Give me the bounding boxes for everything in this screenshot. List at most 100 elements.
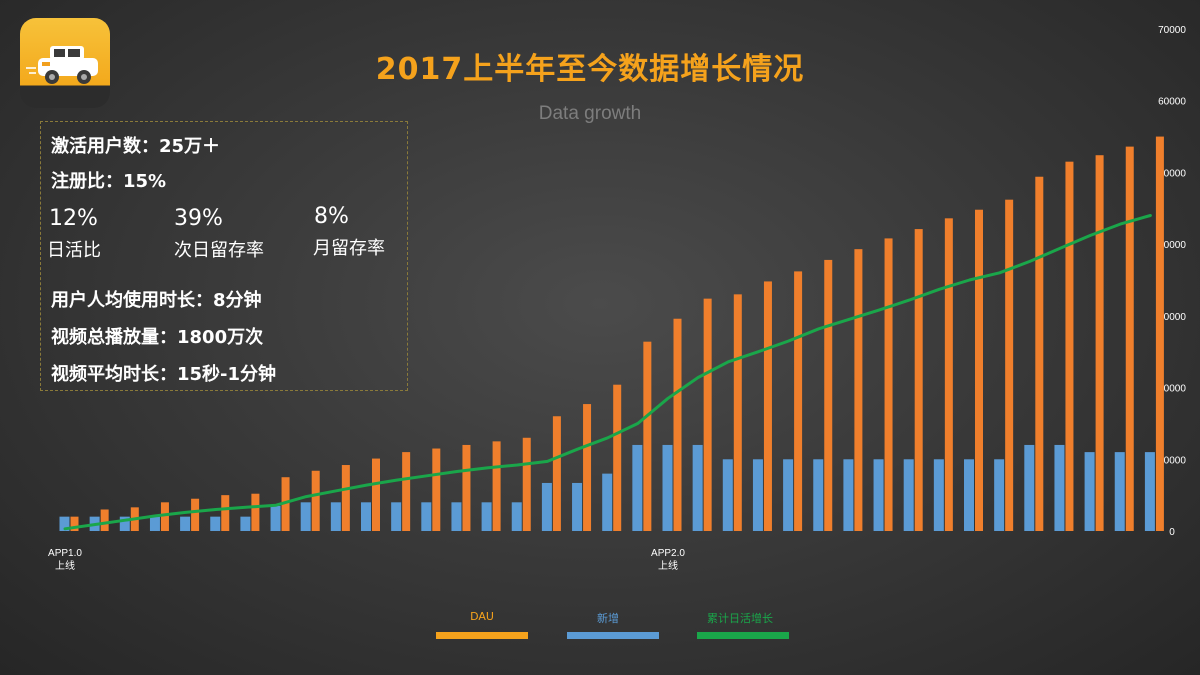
bar-dau (884, 238, 893, 532)
bar-new (210, 516, 221, 531)
bar-dau (1125, 146, 1134, 531)
y-tick-label: 10000 (1158, 455, 1186, 466)
bar-new (572, 482, 583, 531)
y-tick-label: 20000 (1158, 384, 1186, 395)
legend-label-cumulative: 累计日活增长 (707, 612, 773, 625)
bar-dau (914, 229, 923, 531)
bar-dau (583, 404, 592, 531)
bar-dau (703, 298, 712, 531)
bar-new (1114, 452, 1125, 531)
bar-dau (341, 465, 350, 531)
stats-panel: 激活用户数：25万＋ 注册比：15% 12% 日活比 39% 次日留存率 8% … (40, 121, 408, 391)
legend-label-new: 新增 (597, 612, 619, 625)
bar-new (511, 502, 522, 531)
bar-new (481, 502, 492, 531)
bar-dau (643, 341, 652, 531)
bar-new (602, 473, 613, 531)
legend-swatch-new (567, 632, 659, 639)
bar-dau (70, 516, 79, 531)
registration-ratio-stat: 注册比：15% (51, 171, 167, 192)
dau-ratio-label: 日活比 (47, 240, 101, 261)
bar-dau (1035, 176, 1044, 531)
release-marker-label: 上线 (55, 559, 75, 572)
bar-new (1144, 452, 1155, 531)
bar-new (421, 502, 432, 531)
legend-swatch-dau (436, 632, 528, 639)
bar-dau (311, 470, 320, 531)
bar-dau (1155, 136, 1164, 532)
bar-dau (975, 209, 983, 531)
bar-dau (613, 384, 622, 531)
bar-new (662, 444, 673, 531)
bar-dau (763, 281, 772, 531)
legend-label-dau: DAU (470, 610, 494, 623)
release-marker-version: APP2.0 (651, 548, 685, 559)
release-marker-label: 上线 (658, 559, 678, 572)
bar-dau (251, 493, 260, 531)
bar-new (1024, 444, 1035, 531)
bar-dau (492, 441, 501, 531)
bar-new (873, 459, 884, 531)
bar-dau (432, 448, 441, 531)
bar-new (330, 502, 341, 531)
bar-dau (402, 452, 411, 531)
bar-dau (160, 502, 169, 531)
bar-new (451, 502, 462, 531)
legend-swatch-cumulative (697, 632, 789, 639)
dau-ratio-value: 12% (49, 206, 98, 231)
y-tick-label: 40000 (1158, 240, 1186, 251)
bar-new (752, 459, 763, 531)
bar-dau (673, 318, 682, 531)
page-title: 2017上半年至今数据增长情况 (375, 52, 805, 87)
active-users-stat: 激活用户数：25万＋ (51, 136, 221, 157)
bar-dau (372, 458, 380, 531)
monthly-retention-label: 月留存率 (313, 238, 385, 259)
bar-new (391, 502, 402, 531)
bar-dau (1095, 155, 1104, 531)
bar-new (149, 516, 160, 531)
bar-dau (221, 495, 230, 531)
bar-dau (100, 509, 109, 531)
bar-dau (1005, 199, 1014, 531)
app-logo (20, 18, 110, 108)
bar-dau (1065, 161, 1074, 531)
bar-new (300, 502, 311, 531)
release-marker-version: APP1.0 (48, 548, 82, 559)
bar-new (361, 502, 371, 531)
bar-new (783, 459, 794, 531)
next-day-retention-value: 39% (174, 206, 223, 231)
bar-new (541, 482, 552, 531)
line-cumulative-dau (63, 214, 1152, 531)
bar-dau (522, 437, 531, 531)
bar-dau (191, 498, 200, 531)
bar-dau (281, 477, 290, 531)
bar-new (813, 459, 824, 531)
y-tick-label: 30000 (1158, 312, 1186, 323)
bar-new (180, 516, 191, 531)
y-tick-label: 0 (1169, 527, 1175, 538)
bar-new (1054, 444, 1065, 531)
bar-new (1084, 452, 1095, 531)
page-subtitle: Data growth (538, 103, 642, 124)
bar-new (994, 459, 1005, 531)
monthly-retention-value: 8% (314, 204, 349, 229)
bar-new (59, 516, 70, 531)
bar-new (240, 516, 251, 531)
bar-new (270, 505, 281, 531)
y-tick-label: 70000 (1158, 25, 1186, 36)
bar-dau (552, 416, 561, 531)
bar-new (722, 459, 733, 531)
total-plays-stat: 视频总播放量：1800万次 (51, 327, 264, 348)
next-day-retention-label: 次日留存率 (174, 240, 264, 261)
bar-dau (854, 249, 863, 532)
bar-new (119, 516, 130, 531)
avg-usage-time-stat: 用户人均使用时长：8分钟 (51, 290, 262, 311)
car-icon (26, 46, 98, 84)
bar-new (933, 459, 944, 531)
bar-new (964, 459, 974, 531)
bar-new (692, 444, 703, 531)
y-tick-label: 60000 (1158, 97, 1186, 108)
bar-dau (944, 218, 953, 531)
bar-dau (824, 259, 833, 531)
bar-dau (733, 294, 742, 531)
